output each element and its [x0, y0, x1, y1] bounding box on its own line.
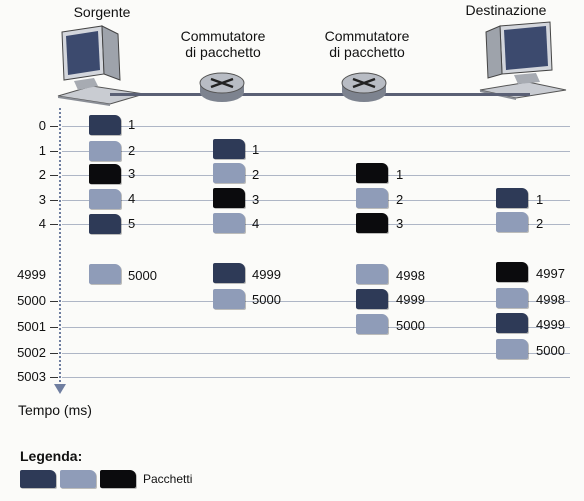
tick-mark — [50, 175, 58, 176]
time-line — [62, 175, 570, 176]
time-line — [62, 200, 570, 201]
packet-switch1 — [213, 289, 245, 309]
packet-switch2 — [356, 289, 388, 309]
packet-switch1 — [213, 263, 245, 283]
packet-label: 4998 — [536, 292, 565, 307]
switch1-label-line2: di pacchetto — [185, 44, 261, 60]
switch2-label-line1: Commutatore — [324, 28, 410, 44]
packet-label: 2 — [252, 167, 260, 182]
packet-switch1 — [213, 188, 245, 208]
packet-destination — [496, 339, 528, 359]
packet-label: 4 — [128, 191, 136, 206]
tick-label: 5002 — [17, 345, 46, 360]
tick-mark — [50, 353, 58, 354]
time-line — [62, 377, 570, 378]
legend-swatch-light — [60, 470, 96, 488]
destination-computer-icon — [479, 21, 567, 100]
packet-label: 5000 — [396, 318, 425, 333]
legend-swatch-dark — [20, 470, 56, 488]
switch2-label: Commutatore di pacchetto — [312, 28, 422, 60]
tick-label: 5003 — [17, 369, 46, 384]
packet-label: 2 — [396, 192, 404, 207]
tick-label: 5001 — [17, 319, 46, 334]
time-axis-title: Tempo (ms) — [18, 402, 92, 418]
packet-switch1 — [213, 163, 245, 183]
packet-source — [89, 115, 121, 135]
switch1-icon — [199, 72, 245, 102]
packet-label: 5000 — [128, 268, 157, 283]
packet-switch2 — [356, 314, 388, 334]
packet-destination — [496, 188, 528, 208]
network-link-line — [110, 93, 530, 96]
tick-mark — [50, 200, 58, 201]
packet-label: 4 — [252, 216, 260, 231]
tick-label: 0 — [38, 118, 46, 133]
tick-mark — [50, 224, 58, 225]
tick-mark — [50, 327, 58, 328]
time-axis — [59, 108, 61, 386]
packet-label: 1 — [396, 167, 404, 182]
packet-switch2 — [356, 264, 388, 284]
packet-label: 1 — [536, 192, 544, 207]
tick-label: 1 — [38, 143, 46, 158]
packet-switch2 — [356, 213, 388, 233]
packet-source — [89, 164, 121, 184]
time-line — [62, 353, 570, 354]
tick-mark — [50, 377, 58, 378]
packet-label: 1 — [128, 117, 136, 132]
packet-label: 2 — [128, 143, 136, 158]
packet-switch1 — [213, 213, 245, 233]
switch2-icon — [341, 72, 387, 102]
packet-label: 4999 — [536, 317, 565, 332]
packet-switch2 — [356, 188, 388, 208]
time-line — [62, 126, 570, 127]
switch1-label: Commutatore di pacchetto — [168, 28, 278, 60]
legend-swatch-black — [100, 470, 136, 488]
packet-source — [89, 264, 121, 284]
packet-label: 3 — [128, 166, 136, 181]
source-computer-icon — [57, 25, 145, 106]
tick-label: 4999 — [17, 267, 46, 282]
packet-label: 3 — [396, 216, 404, 231]
time-line — [62, 301, 570, 302]
packet-source — [89, 189, 121, 209]
packet-destination — [496, 288, 528, 308]
tick-mark — [50, 301, 58, 302]
switch1-label-line1: Commutatore — [180, 28, 266, 44]
legend-label: Pacchetti — [143, 472, 193, 486]
tick-label: 5000 — [17, 293, 46, 308]
packet-label: 4999 — [252, 267, 281, 282]
packet-label: 4997 — [536, 266, 565, 281]
packet-label: 2 — [536, 216, 544, 231]
packet-label: 1 — [252, 142, 260, 157]
tick-mark — [50, 151, 58, 152]
packet-switch2 — [356, 163, 388, 183]
tick-label: 4 — [38, 216, 46, 231]
packet-source — [89, 141, 121, 161]
packet-label: 4999 — [396, 292, 425, 307]
time-line — [62, 151, 570, 152]
tick-label: 2 — [38, 167, 46, 182]
packet-label: 4998 — [396, 268, 425, 283]
time-line — [62, 327, 570, 328]
packet-destination — [496, 313, 528, 333]
tick-mark — [50, 126, 58, 127]
tick-label: 3 — [38, 192, 46, 207]
packet-destination — [496, 262, 528, 282]
packet-label: 5000 — [536, 343, 565, 358]
time-axis-arrow-icon — [54, 384, 66, 394]
source-label: Sorgente — [73, 4, 131, 20]
time-line — [62, 224, 570, 225]
packet-source — [89, 214, 121, 234]
destination-label: Destinazione — [465, 2, 547, 18]
packet-label: 3 — [252, 192, 260, 207]
packet-label: 5 — [128, 216, 136, 231]
packet-label: 5000 — [252, 292, 281, 307]
switch2-label-line2: di pacchetto — [329, 44, 405, 60]
packet-switch1 — [213, 139, 245, 159]
legend-title: Legenda: — [20, 448, 83, 464]
packet-destination — [496, 212, 528, 232]
